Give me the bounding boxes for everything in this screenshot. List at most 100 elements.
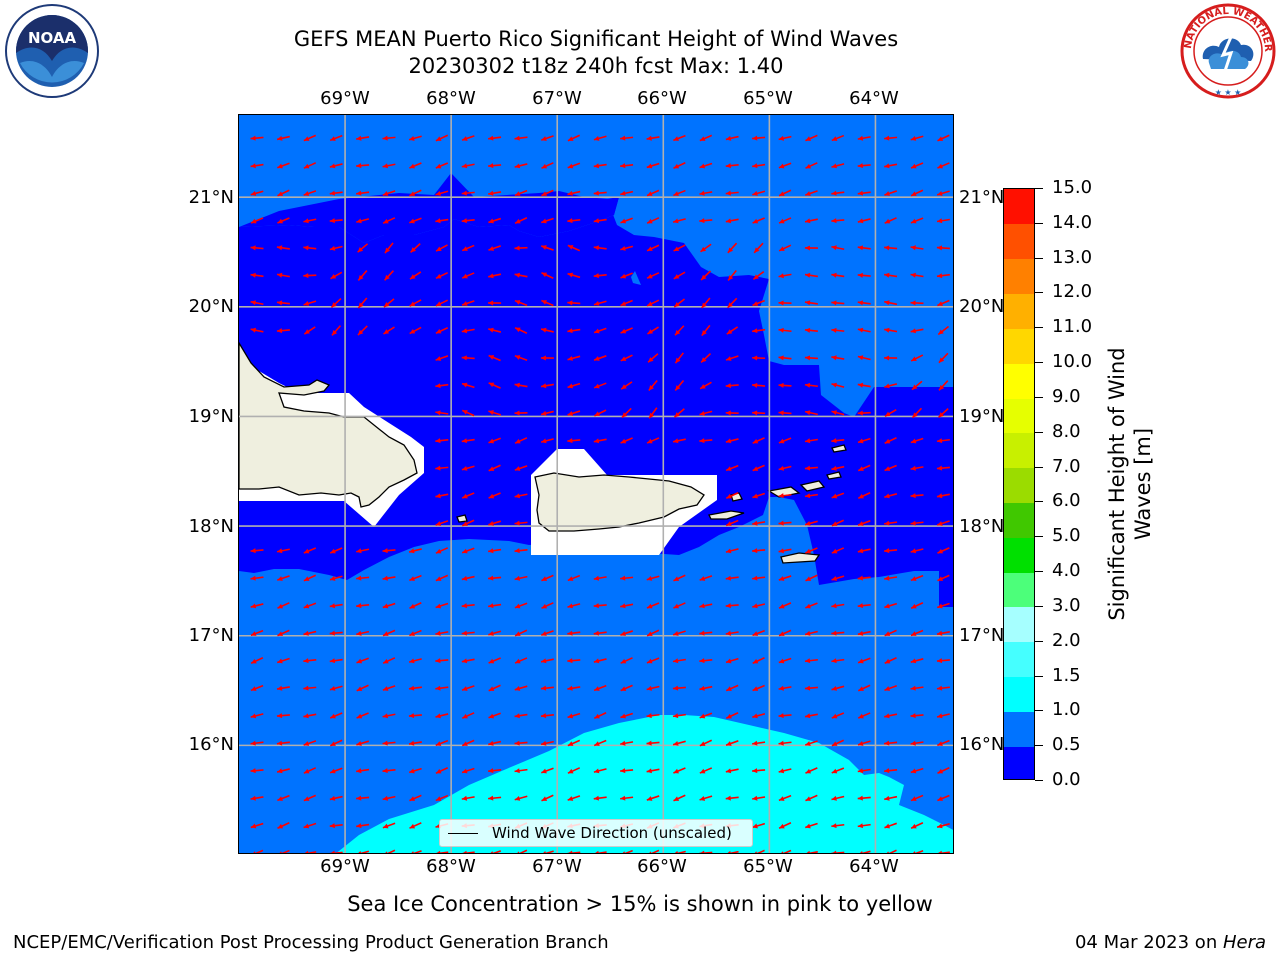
wave-arrow-head — [831, 576, 838, 581]
wave-arrow-head — [435, 603, 442, 609]
wave-arrow-head — [435, 218, 441, 224]
wave-arrow-head — [805, 218, 811, 224]
wave-arrow-head — [700, 850, 705, 853]
wave-arrow-head — [911, 356, 917, 361]
wave-arrow-head — [673, 576, 680, 581]
wave-arrow-head — [330, 136, 336, 141]
wave-arrow-head — [330, 713, 336, 719]
wave-arrow-head — [514, 575, 521, 581]
wave-arrow-head — [514, 713, 520, 719]
wave-arrow-head — [620, 245, 626, 251]
colorbar-segment — [1004, 676, 1034, 712]
wave-arrow-head — [936, 245, 943, 251]
colorbar-segment — [1004, 711, 1034, 747]
wave-arrow-head — [620, 658, 627, 664]
wave-arrow-head — [778, 163, 785, 169]
wave-arrow-head — [804, 685, 811, 691]
wave-arrow-head — [567, 190, 573, 196]
wave-arrow-head — [727, 302, 733, 308]
wave-arrow — [937, 851, 950, 853]
wave-arrow-head — [857, 163, 863, 169]
wave-arrow-head — [384, 247, 391, 254]
wave-arrow-head — [593, 603, 599, 609]
wave-arrow-head — [541, 410, 547, 416]
wave-arrow-head — [514, 548, 520, 554]
wave-arrow-head — [725, 383, 731, 389]
wave-arrow-head — [461, 465, 468, 471]
wave-arrow-head — [649, 851, 652, 853]
wave-arrow-head — [567, 136, 574, 141]
wave-arrow-head — [620, 740, 626, 746]
colorbar-tick-label: 15.0 — [1052, 177, 1093, 198]
wave-arrow-head — [382, 823, 389, 829]
wave-arrow-head — [910, 135, 917, 141]
wave-arrow-head — [778, 438, 785, 444]
wave-arrow-head — [910, 658, 917, 664]
wave-arrow-head — [858, 521, 864, 526]
wave-arrow-head — [857, 300, 864, 306]
wave-arrow-head — [357, 247, 364, 253]
wave-arrow-head — [358, 302, 364, 308]
wave-arrow — [567, 851, 581, 853]
wave-arrow-head — [831, 713, 838, 719]
wave-arrow-head — [303, 245, 309, 251]
wave-arrow-head — [384, 274, 390, 281]
wave-arrow-head — [674, 850, 678, 853]
wave-arrow-head — [725, 795, 731, 801]
wave-arrow — [675, 850, 686, 853]
wave-arrow-head — [752, 355, 758, 361]
wave-arrow-head — [517, 851, 520, 853]
wave-arrow-head — [859, 850, 863, 853]
land-anguilla — [831, 444, 847, 453]
wave-arrow-head — [594, 686, 600, 691]
wave-arrow-head — [646, 796, 653, 801]
wave-arrow — [831, 851, 845, 853]
wave-arrow-head — [937, 630, 943, 636]
wave-band-0.0-0.5 — [239, 197, 953, 607]
wave-arrow-head — [488, 768, 494, 774]
wave-arrow-head — [674, 412, 680, 418]
wave-arrow-head — [277, 576, 283, 581]
land-mona — [456, 514, 468, 523]
wave-arrow-head — [593, 190, 599, 196]
wave-arrow-head — [725, 548, 732, 554]
wave-arrow — [756, 849, 765, 853]
lat-label-left: 16°N — [188, 734, 234, 755]
wave-arrow-head — [382, 768, 388, 774]
wave-arrow-head — [593, 218, 600, 224]
wave-arrow-head — [435, 741, 442, 746]
wave-arrow-head — [435, 768, 442, 774]
wave-arrow-head — [699, 136, 706, 141]
wave-arrow-head — [488, 740, 494, 746]
wave-arrow-head — [461, 575, 468, 581]
wave-arrow-head — [805, 603, 811, 609]
wave-arrow-head — [277, 796, 283, 801]
wave-arrow-head — [725, 630, 732, 636]
wave-arrow-head — [435, 301, 442, 306]
wave-arrow-head — [435, 273, 442, 279]
wave-arrow-head — [620, 356, 627, 361]
wave-arrow-head — [884, 823, 891, 829]
wave-arrow — [387, 849, 396, 853]
wave-arrow-head — [857, 548, 864, 554]
wave-arrow-head — [805, 823, 811, 829]
lat-label-right: 16°N — [959, 734, 1005, 755]
wave-arrow-head — [567, 685, 573, 691]
colorbar-tick — [1035, 780, 1043, 781]
wave-arrow-head — [567, 328, 573, 334]
wave-arrow-head — [409, 163, 415, 169]
wave-arrow-head — [858, 713, 864, 719]
wave-arrow-head — [752, 823, 758, 829]
wave-arrow-head — [250, 713, 257, 719]
wave-arrow-head — [277, 631, 284, 636]
lat-label-left: 21°N — [188, 187, 234, 208]
wave-arrow-head — [304, 850, 309, 853]
wave-arrow-head — [778, 382, 784, 388]
wave-arrow-head — [250, 795, 256, 801]
colorbar-segment — [1004, 432, 1034, 469]
wave-arrow-head — [620, 575, 626, 581]
wave-arrow-head — [910, 713, 916, 719]
colorbar-segment — [1004, 223, 1034, 260]
wave-arrow-head — [514, 466, 521, 471]
wave-arrow-head — [726, 329, 733, 335]
